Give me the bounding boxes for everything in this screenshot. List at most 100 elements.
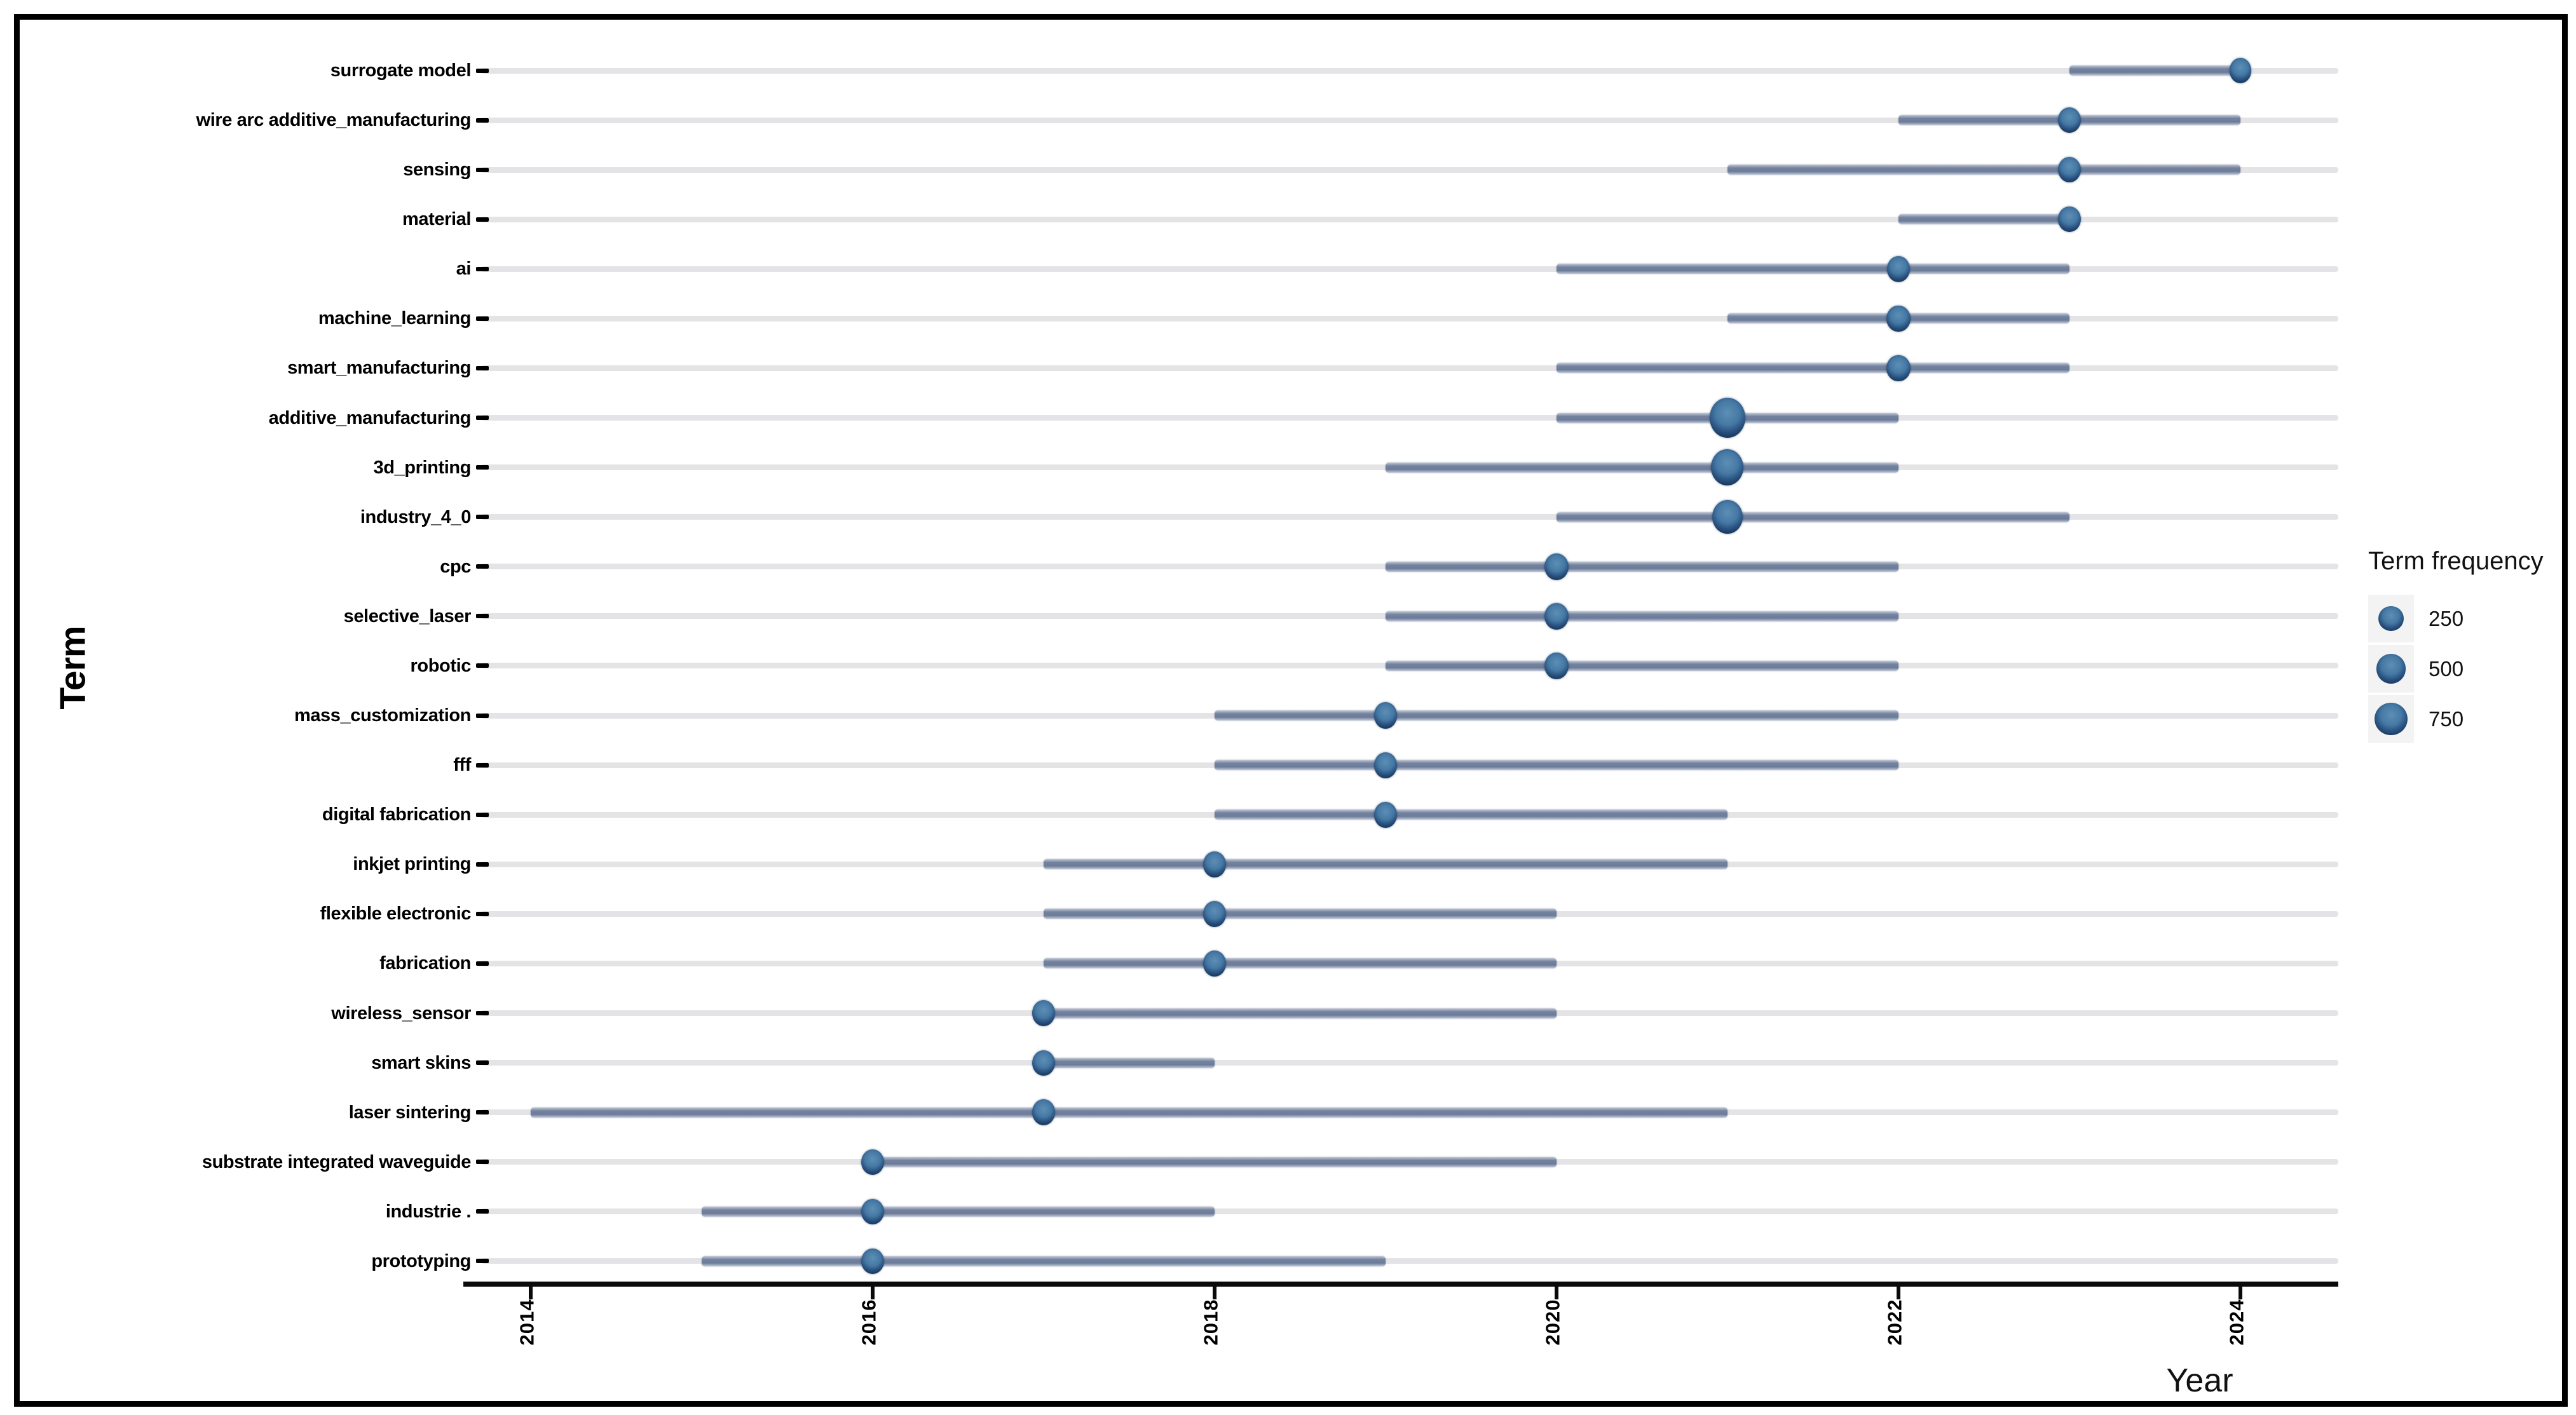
gridline	[481, 166, 2338, 173]
y-axis-title-wrap: Term	[0, 592, 149, 744]
gridline	[481, 415, 2338, 421]
x-axis-tick	[1555, 1287, 1558, 1299]
term-year-range-line	[1557, 511, 2069, 522]
legend-title: Term frequency	[2368, 547, 2544, 575]
term-year-range-line	[1728, 165, 2240, 175]
x-axis-title: Year	[2166, 1362, 2233, 1399]
legend-key-row: 250	[2368, 593, 2559, 644]
term-label: industrie .	[385, 1201, 472, 1222]
term-peak-dot	[861, 1248, 885, 1275]
term-peak-dot	[861, 1198, 885, 1225]
term-peak-dot	[2229, 58, 2252, 83]
y-axis-tick	[476, 862, 489, 867]
y-axis-tick	[476, 564, 489, 569]
x-axis-tick	[1213, 1287, 1216, 1299]
y-axis-tick	[476, 465, 489, 470]
term-label: cpc	[440, 556, 471, 577]
gridline	[481, 216, 2338, 222]
term-peak-dot	[1544, 553, 1569, 580]
legend-size-value: 750	[2429, 707, 2464, 731]
x-axis-tick-label: 2014	[486, 1299, 575, 1400]
y-axis-tick	[476, 911, 489, 916]
y-axis-tick	[476, 167, 489, 172]
term-peak-dot	[1886, 305, 1911, 332]
x-axis-tick-label-text: 2016	[857, 1299, 880, 1346]
y-axis-tick	[476, 416, 489, 421]
y-axis-tick	[476, 316, 489, 321]
x-axis-tick-label-text: 2020	[1541, 1299, 1564, 1346]
term-year-range-line	[1557, 363, 2069, 374]
legend-key-row: 750	[2368, 694, 2559, 744]
y-axis-tick	[476, 68, 489, 73]
gridline	[481, 67, 2338, 74]
term-label: wireless_sensor	[331, 1003, 471, 1024]
y-axis-tick	[476, 1011, 489, 1016]
term-label: machine_learning	[318, 308, 472, 329]
term-peak-dot	[2057, 156, 2082, 183]
x-axis-tick-label: 2020	[1512, 1299, 1601, 1400]
gridline	[481, 1060, 2338, 1066]
term-label: smart_manufacturing	[287, 358, 471, 379]
term-year-range-line	[2069, 65, 2240, 76]
term-label: sensing	[403, 159, 471, 180]
term-label: digital fabrication	[322, 804, 471, 825]
y-axis-tick	[476, 118, 489, 123]
term-year-range-line	[1386, 611, 1898, 621]
term-peak-dot	[1373, 702, 1398, 729]
gridline	[481, 514, 2338, 520]
y-axis-title: Term	[53, 626, 93, 710]
gridline	[481, 1258, 2338, 1264]
gridline	[481, 365, 2338, 371]
y-axis-tick	[476, 812, 489, 817]
term-label: additive_manufacturing	[268, 407, 472, 428]
legend-key-row: 500	[2368, 644, 2559, 694]
legend-keys-container: 250 500 750	[2368, 593, 2576, 744]
term-peak-dot	[1712, 500, 1743, 534]
legend-size-circle	[2375, 702, 2408, 736]
term-label: fff	[453, 755, 471, 776]
term-year-range-line	[1044, 1008, 1557, 1019]
term-year-range-line	[1386, 561, 1898, 572]
x-axis-tick-label-text: 2014	[515, 1299, 538, 1346]
term-peak-dot	[1203, 951, 1227, 977]
x-axis-tick-label-text: 2022	[1883, 1299, 1905, 1346]
term-peak-dot	[1373, 752, 1398, 778]
term-peak-dot	[1203, 851, 1227, 877]
term-label: 3d_printing	[373, 457, 472, 478]
y-axis-tick	[476, 663, 489, 668]
term-year-range-line	[702, 1206, 1215, 1217]
legend-size-circle	[2376, 654, 2406, 684]
y-axis-tick	[476, 762, 489, 768]
term-year-range-line	[873, 1156, 1557, 1167]
term-peak-dot	[861, 1149, 884, 1175]
term-label: surrogate model	[330, 60, 472, 81]
term-peak-dot	[2058, 206, 2081, 233]
term-label: material	[402, 209, 471, 230]
x-axis-tick-label: 2016	[828, 1299, 917, 1400]
term-year-range-line	[1044, 1057, 1215, 1068]
term-label: selective_laser	[343, 606, 472, 626]
y-axis-tick	[476, 365, 489, 370]
term-peak-dot	[2058, 107, 2081, 133]
term-year-range-line	[531, 1107, 1728, 1118]
term-peak-dot	[1710, 398, 1745, 438]
y-axis-tick	[476, 217, 489, 222]
y-axis-tick	[476, 1160, 489, 1165]
legend-size-value: 500	[2429, 656, 2464, 680]
term-year-range-line	[702, 1256, 1386, 1266]
term-label: wire arc additive_manufacturing	[196, 110, 472, 131]
legend: Term frequency 250 500 750	[2368, 547, 2576, 744]
x-axis-tick	[2239, 1287, 2242, 1299]
term-year-range-line	[1898, 214, 2069, 225]
y-axis-tick	[476, 1110, 489, 1115]
term-year-range-line	[1386, 660, 1898, 671]
term-peak-dot	[1886, 255, 1911, 282]
term-label: inkjet printing	[353, 854, 471, 875]
term-peak-dot	[1032, 1099, 1056, 1125]
x-axis-tick-label: 2022	[1854, 1299, 1943, 1400]
y-axis-tick	[476, 614, 489, 619]
term-label: smart skins	[371, 1052, 471, 1073]
y-axis-tick	[476, 1209, 489, 1214]
x-axis-tick	[871, 1287, 875, 1299]
